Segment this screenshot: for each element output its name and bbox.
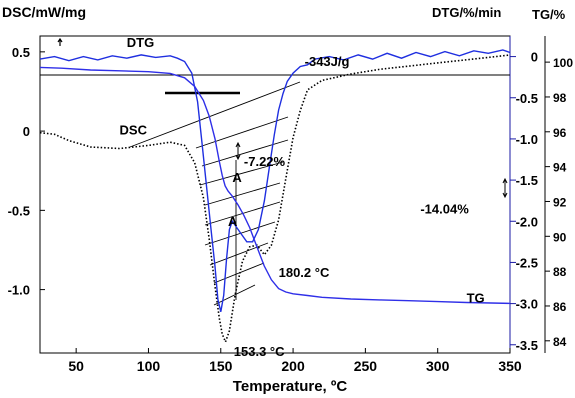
y-right1-tick-label: 0 [531,50,538,65]
series-tg-line [39,66,511,305]
y-right2-tick-label: 86 [553,300,567,314]
y-right2-tick-label: 88 [553,265,567,279]
y-right2-tick-label: 100 [553,56,573,70]
y-left-tick-label: -0.5 [8,203,30,218]
annotation-7: -14.04% [420,202,469,217]
y-left-tick-label: -1.0 [8,283,30,298]
series-dsc-line [39,54,511,345]
y-right1-tick-label: -2.0 [516,214,538,229]
y-right1-tick-label: -3.0 [516,297,538,312]
x-tick-label: 150 [209,358,233,374]
y-right2-tick-label: 94 [553,161,567,175]
annotation-9: 153.3 °C [234,344,285,359]
y-right2-tick-label: 98 [553,91,567,105]
annotation-0: DTG [127,35,154,50]
integration-construction [40,74,510,306]
y-right2-tick-label: 84 [553,335,567,349]
y-right2-tick-label: 92 [553,195,567,209]
x-tick-label: 200 [281,358,305,374]
annotation-1: DSC [120,122,148,137]
x-tick-label: 250 [354,358,378,374]
total-loss-arrow-icon [502,177,508,199]
x-tick-label: 50 [68,358,84,374]
y-right1-tick-label: -1.5 [516,173,538,188]
y-right1-tick-label: -1.0 [516,132,538,147]
mass-loss-arrow-icon [235,141,241,161]
y-right2-tick-label: 96 [553,126,567,140]
y-right2-tick-label: 90 [553,230,567,244]
x-tick-label: 350 [498,358,522,374]
y-left-tick-label: 0.5 [12,45,30,60]
y-left-tick-label: 0 [23,124,30,139]
y-right2-label: TG/% [532,7,566,22]
y-right1-tick-label: -0.5 [516,91,538,106]
annotation-4: -7.22% [244,154,286,169]
y-right1-tick-label: -2.5 [516,255,538,270]
annotation-2: TG [467,290,485,305]
annotation-8: 180.2 °C [279,265,330,280]
up-arrow-icon [57,37,63,46]
annotation-5: A [232,170,242,185]
x-tick-label: 100 [137,358,161,374]
x-tick-label: 300 [426,358,450,374]
annotation-3: -343J/g [305,54,350,69]
y-right1-label: DTG/%/min [432,5,501,20]
series-dtg-line [39,49,511,312]
y-left-label: DSC/mW/mg [2,4,86,20]
plot-frame [39,35,511,354]
y-right1-tick-label: -3.5 [516,338,538,353]
x-axis-label: Temperature, ºC [233,378,348,395]
annotation-6: A [228,214,238,229]
